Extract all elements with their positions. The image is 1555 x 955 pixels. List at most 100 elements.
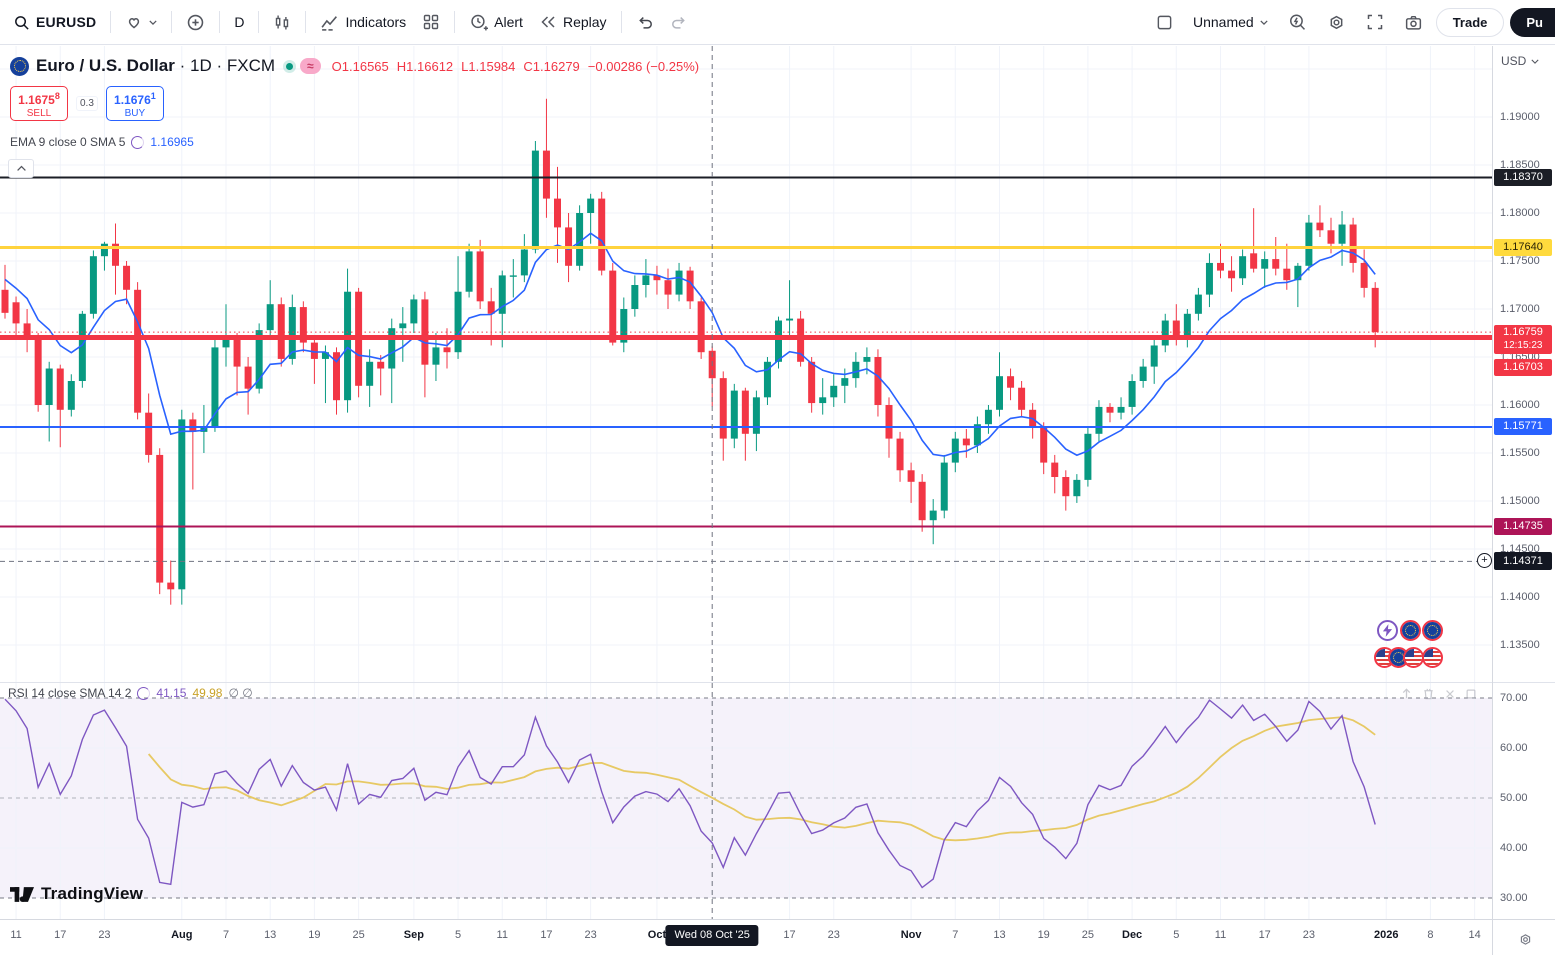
toolbar-divider: [258, 11, 260, 33]
time-axis-label[interactable]: Sep: [403, 929, 424, 941]
toolbar-right-group: Unnamed Trade Pu: [1149, 7, 1555, 37]
event-us-icon[interactable]: [1422, 647, 1443, 668]
rsi-legend[interactable]: RSI 14 close SMA 14 2 41.15 49.98 ∅ ∅: [8, 686, 253, 700]
candle: [576, 205, 584, 271]
indicators-button[interactable]: Indicators: [313, 8, 413, 37]
alert-button[interactable]: Alert: [462, 8, 530, 37]
time-axis-label[interactable]: 23: [1302, 929, 1316, 941]
publish-button[interactable]: Pu: [1510, 7, 1555, 37]
ema-line: [4, 232, 1376, 457]
layout-name-button[interactable]: Unnamed: [1186, 9, 1275, 35]
close-pane-icon[interactable]: [1444, 687, 1456, 705]
price-axis-tick: 1.15000: [1500, 495, 1540, 507]
rsi-chart-canvas[interactable]: [0, 683, 1492, 920]
time-axis-label[interactable]: 5: [454, 929, 462, 941]
time-axis-label[interactable]: 14: [1468, 929, 1481, 941]
redo-button[interactable]: [663, 8, 695, 36]
fullscreen-button[interactable]: [1359, 8, 1391, 36]
event-flash-icon[interactable]: [1377, 620, 1398, 641]
time-axis-label[interactable]: Oct: [647, 929, 667, 941]
move-pane-up-icon[interactable]: [1400, 687, 1413, 705]
crosshair-price-badge[interactable]: 1.14371 +: [1477, 552, 1552, 571]
price-level-badge[interactable]: 1.17640: [1494, 239, 1552, 257]
price-level-badge[interactable]: 1.16759 12:15:23: [1494, 324, 1552, 354]
settings-button[interactable]: [1320, 8, 1353, 37]
pane-separator[interactable]: [0, 682, 1555, 683]
candle: [542, 98, 550, 218]
time-axis-label[interactable]: Dec: [1122, 929, 1143, 941]
time-axis-label[interactable]: Aug: [171, 929, 193, 941]
layout-grid-button[interactable]: [415, 8, 447, 36]
replay-button[interactable]: Replay: [532, 8, 614, 36]
time-axis-label[interactable]: 17: [783, 929, 796, 941]
time-axis-label[interactable]: 19: [1037, 929, 1050, 941]
event-us-icon[interactable]: [1403, 647, 1424, 668]
price-chart-canvas[interactable]: [0, 46, 1492, 683]
candle: [752, 390, 760, 452]
price-level-badge[interactable]: 1.16703: [1494, 359, 1552, 376]
symbol-interval: 1D: [190, 56, 212, 75]
candle: [741, 387, 749, 461]
time-axis-label[interactable]: 17: [54, 929, 67, 941]
price-level-badge[interactable]: 1.14735: [1494, 517, 1552, 535]
undo-button[interactable]: [629, 8, 661, 36]
time-axis-label[interactable]: 2026: [1374, 929, 1399, 941]
candle: [874, 349, 882, 417]
maximize-pane-icon[interactable]: [1465, 687, 1477, 705]
select-layout-checkbox[interactable]: [1149, 9, 1180, 36]
chevron-down-icon: [1260, 19, 1268, 25]
time-axis-label[interactable]: 19: [308, 929, 321, 941]
price-level-badge[interactable]: 1.15771: [1494, 418, 1552, 436]
trade-button[interactable]: Trade: [1435, 7, 1505, 37]
time-axis[interactable]: 11 17 23 Aug 7 13 19 25 Sep 5 11 17 23 Oct 17 23 Nov 7 13 1…: [0, 920, 1492, 955]
price-axis[interactable]: USD 1.18370 1.17640 1.16759 12:15:23 1.16703…: [1477, 46, 1555, 955]
market-status-icon[interactable]: [286, 62, 294, 70]
time-axis-label[interactable]: Nov: [900, 929, 922, 941]
time-axis-label[interactable]: 17: [540, 929, 553, 941]
time-axis-label[interactable]: 17: [1258, 929, 1271, 941]
time-axis-label[interactable]: 7: [222, 929, 230, 941]
add-symbol-button[interactable]: [179, 8, 212, 37]
time-axis-label[interactable]: 23: [98, 929, 111, 941]
buy-button[interactable]: 1.16761 BUY: [105, 86, 164, 121]
ema-legend[interactable]: EMA 9 close 0 SMA 5 1.16965: [10, 135, 194, 149]
time-axis-label[interactable]: 7: [952, 929, 959, 941]
time-axis-label[interactable]: 13: [264, 929, 277, 941]
price-axis-currency-selector[interactable]: USD: [1501, 54, 1539, 68]
price-level-badge[interactable]: 1.18370: [1494, 168, 1552, 186]
time-axis-label[interactable]: 11: [496, 929, 508, 941]
candle: [520, 234, 528, 283]
symbol-search-button[interactable]: EURUSD: [6, 9, 103, 36]
time-axis-label[interactable]: 13: [993, 929, 1006, 941]
candle: [1250, 208, 1258, 273]
event-eu-icon[interactable]: [1422, 620, 1443, 641]
time-axis-label[interactable]: 23: [827, 929, 840, 941]
time-axis-label[interactable]: 25: [1081, 929, 1095, 941]
candle: [145, 393, 153, 463]
candle: [1018, 381, 1026, 417]
chart-style-button[interactable]: [266, 8, 298, 37]
event-eu-icon[interactable]: [1400, 620, 1421, 641]
time-axis-label[interactable]: 25: [352, 929, 365, 941]
axis-settings-gear-icon[interactable]: [1518, 932, 1533, 952]
symbol-title[interactable]: Euro / U.S. Dollar · 1D · FXCM: [36, 56, 276, 75]
quick-search-button[interactable]: [1281, 8, 1314, 37]
delete-pane-icon[interactable]: [1422, 687, 1435, 705]
rsi-axis-tick: 70.00: [1500, 692, 1528, 704]
candle: [763, 357, 771, 405]
candle: [1128, 374, 1136, 415]
time-axis-label[interactable]: 11: [1214, 929, 1227, 941]
time-axis-label[interactable]: 8: [1427, 929, 1434, 941]
favorites-button[interactable]: [118, 8, 164, 36]
collapse-pane-button[interactable]: [8, 159, 34, 178]
interval-button[interactable]: D: [227, 9, 251, 35]
chevron-down-icon: [1531, 59, 1539, 64]
time-axis-label[interactable]: 23: [584, 929, 597, 941]
time-axis-label[interactable]: 5: [1173, 929, 1180, 941]
snapshot-button[interactable]: [1397, 8, 1430, 37]
add-alert-plus-icon[interactable]: +: [1477, 553, 1492, 569]
time-axis-label[interactable]: 11: [10, 929, 22, 941]
data-mode-badge[interactable]: ≈: [300, 58, 321, 74]
quick-search-icon: [1289, 13, 1305, 30]
sell-button[interactable]: 1.16758 SELL: [10, 86, 68, 121]
